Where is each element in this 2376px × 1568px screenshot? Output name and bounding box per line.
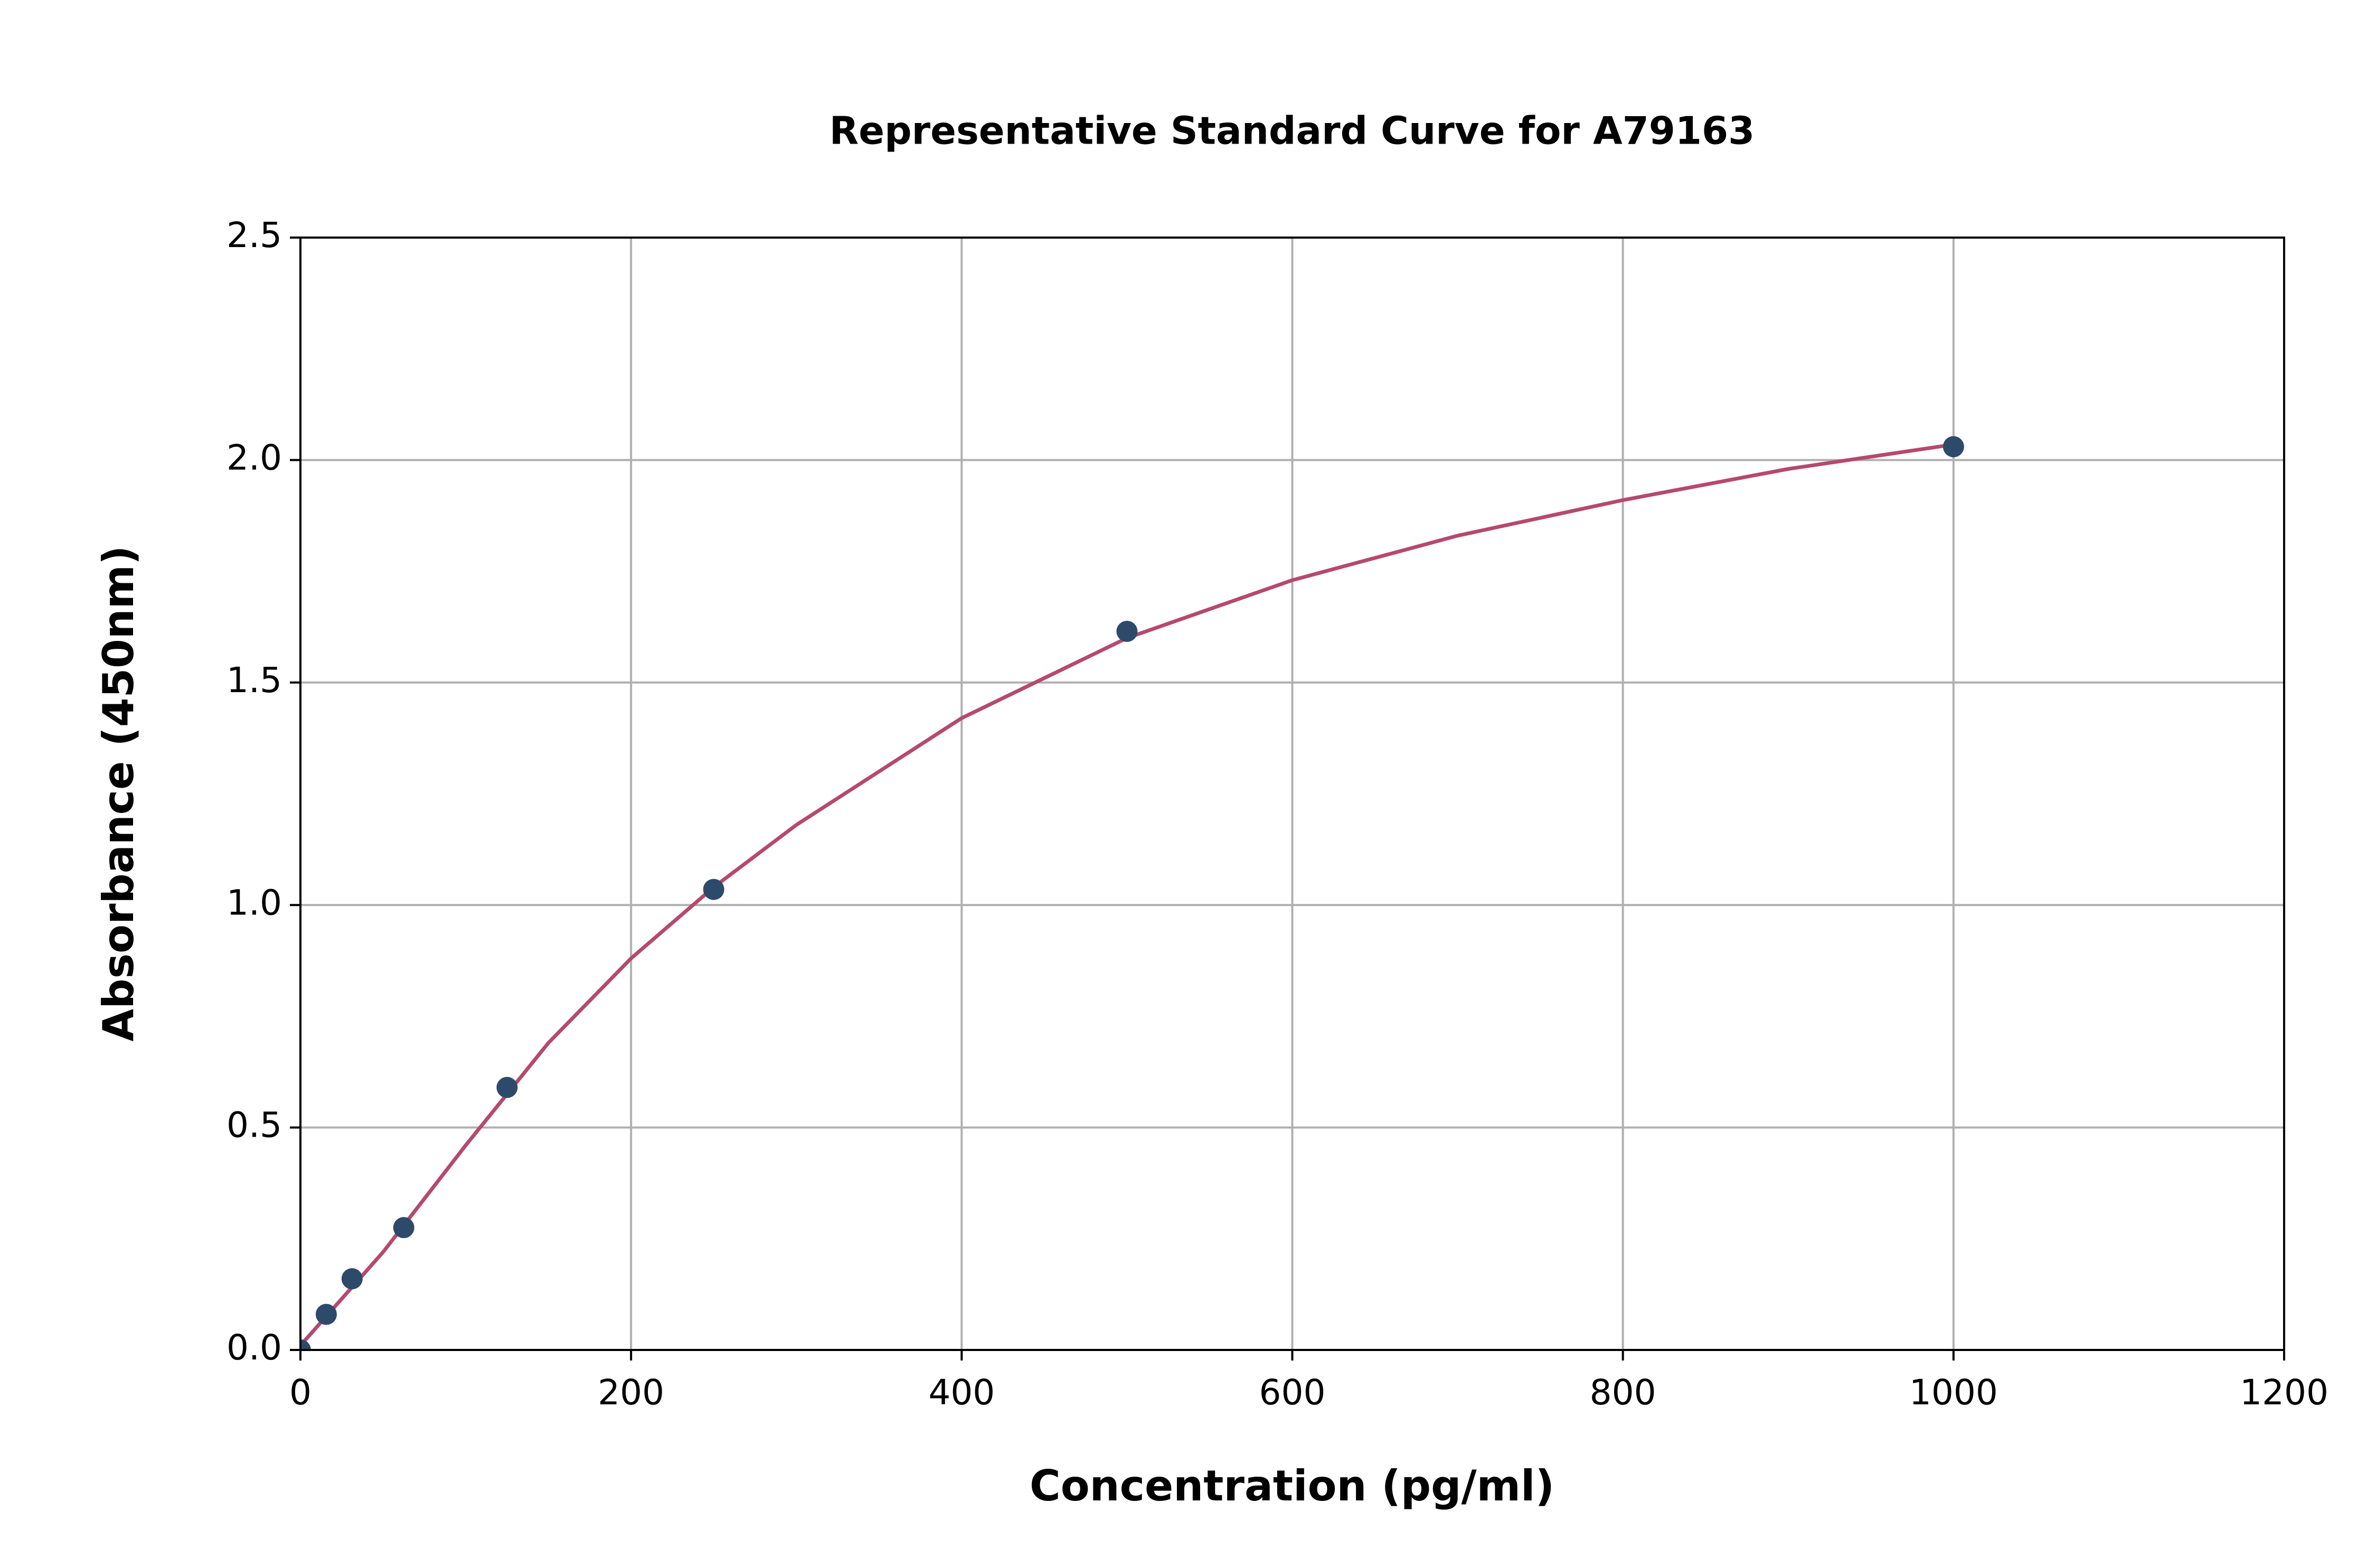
plot-frame: [299, 237, 2285, 1351]
x-tick-label: 1000: [1909, 1372, 1998, 1413]
x-axis-label: Concentration (pg/ml): [1030, 1461, 1554, 1510]
y-tick-label: 2.5: [227, 215, 282, 256]
x-tick-label: 1200: [2240, 1372, 2328, 1413]
x-tick-label: 0: [289, 1372, 312, 1413]
data-point: [496, 1076, 518, 1098]
x-tick-label: 600: [1259, 1372, 1326, 1413]
data-point: [393, 1217, 414, 1239]
x-tick-label: 400: [928, 1372, 995, 1413]
y-tick-label: 0.5: [227, 1105, 282, 1146]
x-tick-label: 800: [1590, 1372, 1656, 1413]
data-point: [341, 1268, 363, 1290]
y-tick-label: 1.0: [227, 882, 282, 923]
chart-title: Representative Standard Curve for A79163: [829, 109, 1755, 153]
y-tick-label: 0.0: [227, 1327, 282, 1368]
data-point: [1116, 620, 1138, 642]
fit-curve: [300, 442, 1954, 1347]
x-tick-label: 200: [598, 1372, 664, 1413]
data-point: [1943, 436, 1964, 458]
y-tick-label: 2.0: [227, 437, 282, 478]
y-axis-label: Absorbance (450nm): [94, 545, 143, 1041]
data-point: [315, 1303, 337, 1325]
data-point: [703, 879, 724, 900]
data-point: [300, 1339, 311, 1350]
y-tick-label: 1.5: [227, 660, 282, 701]
